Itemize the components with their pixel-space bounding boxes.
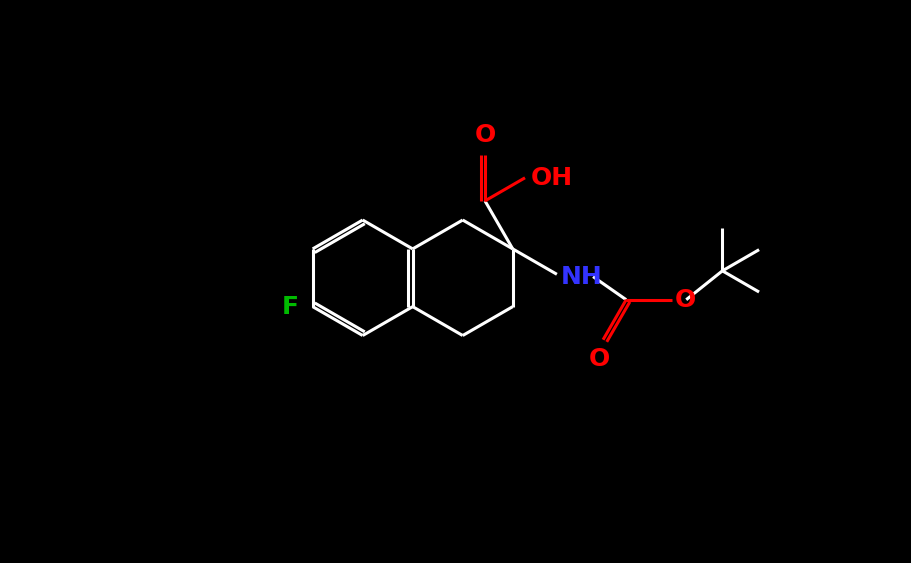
Text: OH: OH bbox=[530, 166, 573, 190]
Text: F: F bbox=[281, 294, 299, 319]
Text: NH: NH bbox=[560, 265, 602, 289]
Text: O: O bbox=[588, 347, 609, 372]
Text: O: O bbox=[474, 123, 495, 147]
Text: O: O bbox=[674, 288, 695, 312]
